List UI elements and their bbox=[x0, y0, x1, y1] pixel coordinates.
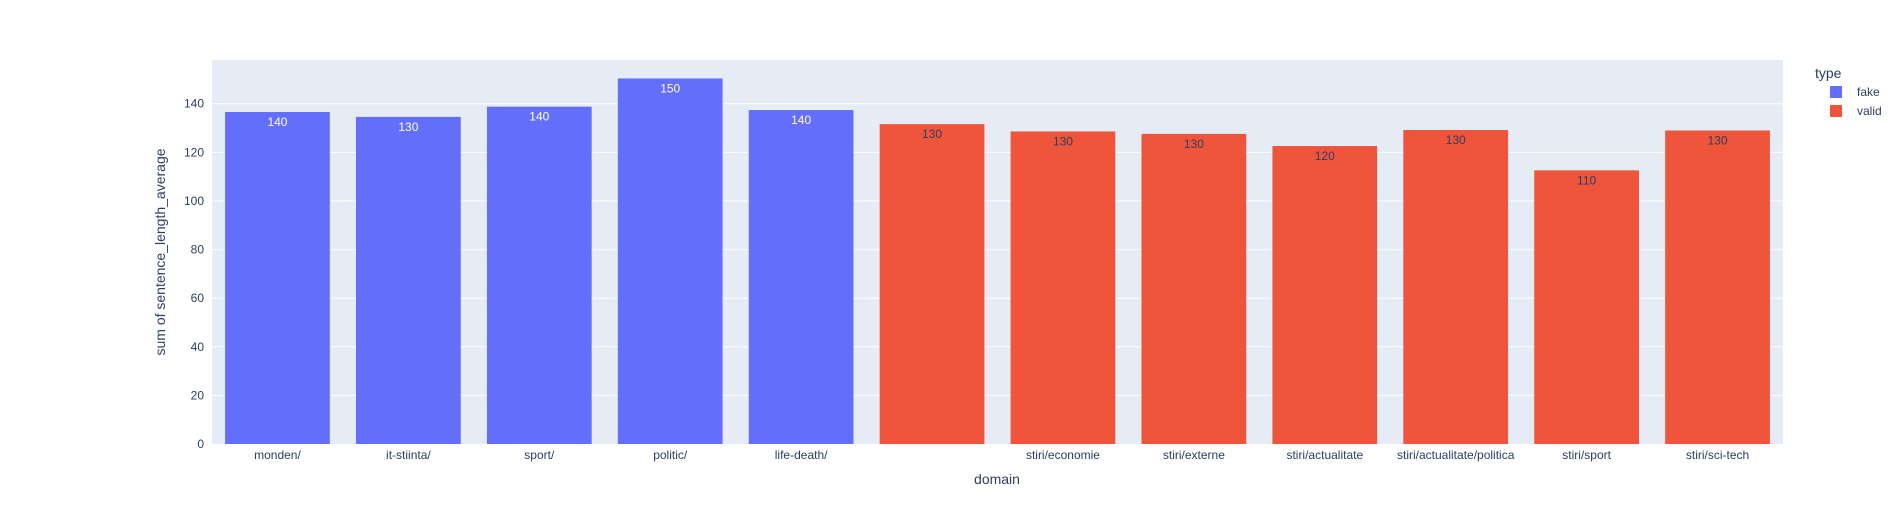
bar-valid[interactable] bbox=[1141, 133, 1247, 444]
bar-valid[interactable] bbox=[1403, 129, 1509, 444]
legend: type fake valid bbox=[1815, 65, 1882, 118]
x-tick-label: monden/ bbox=[254, 448, 301, 462]
bar-data-label: 130 bbox=[1446, 133, 1466, 147]
bar-data-label: 110 bbox=[1577, 173, 1596, 187]
legend-label-valid[interactable]: valid bbox=[1857, 104, 1882, 118]
x-tick-label: life-death/ bbox=[775, 448, 828, 462]
plot-area bbox=[212, 60, 1783, 444]
bars: 140 130 140 150 140 130 130 130 120 130 110 130 bbox=[225, 78, 1770, 445]
bar-data-label: 130 bbox=[1184, 137, 1204, 151]
y-tick-label: 140 bbox=[184, 97, 204, 111]
y-tick-label: 0 bbox=[197, 437, 204, 451]
bar-fake[interactable] bbox=[225, 112, 330, 444]
bar-fake[interactable] bbox=[748, 110, 854, 444]
y-axis-ticks: 0 20 40 60 80 100 120 140 bbox=[184, 97, 204, 451]
bar-data-label: 140 bbox=[791, 113, 811, 127]
x-tick-label: stiri/sport bbox=[1562, 448, 1611, 462]
x-tick-label: stiri/actualitate bbox=[1286, 448, 1363, 462]
bar-fake[interactable] bbox=[486, 106, 592, 444]
bar-fake[interactable] bbox=[617, 78, 723, 444]
y-tick-label: 20 bbox=[191, 388, 205, 402]
y-tick-label: 100 bbox=[184, 194, 204, 208]
x-axis-ticks: monden/it-stiinta/sport/politic/life-dea… bbox=[254, 448, 1749, 462]
bar-data-label: 120 bbox=[1315, 149, 1335, 163]
y-tick-label: 120 bbox=[184, 145, 204, 159]
bar-valid[interactable] bbox=[1010, 131, 1116, 444]
bar-data-label: 130 bbox=[922, 127, 942, 141]
x-tick-label: stiri/economie bbox=[1026, 448, 1100, 462]
legend-title: type bbox=[1815, 65, 1842, 81]
y-tick-label: 40 bbox=[191, 340, 205, 354]
x-tick-label: it-stiinta/ bbox=[386, 448, 431, 462]
x-axis-title: domain bbox=[974, 471, 1020, 487]
bar-data-label: 140 bbox=[267, 115, 287, 129]
legend-swatch-valid bbox=[1830, 105, 1842, 117]
y-axis-title: sum of sentence_length_average bbox=[152, 148, 168, 355]
x-tick-label: stiri/externe bbox=[1163, 448, 1225, 462]
x-tick-label: sport/ bbox=[524, 448, 555, 462]
y-tick-label: 60 bbox=[191, 291, 205, 305]
legend-swatch-fake bbox=[1830, 86, 1842, 98]
bar-data-label: 130 bbox=[398, 120, 418, 134]
bar-data-label: 130 bbox=[1053, 134, 1073, 148]
y-tick-label: 80 bbox=[191, 243, 205, 257]
bar-valid[interactable] bbox=[1272, 146, 1378, 444]
gridlines bbox=[212, 103, 1783, 396]
bar-valid[interactable] bbox=[879, 124, 985, 445]
x-tick-label: stiri/actualitate/politica bbox=[1397, 448, 1515, 462]
x-tick-label: stiri/sci-tech bbox=[1686, 448, 1749, 462]
bar-data-label: 130 bbox=[1708, 133, 1728, 147]
bar-valid[interactable] bbox=[1534, 170, 1639, 444]
bar-data-label: 150 bbox=[660, 81, 680, 95]
bar-data-label: 140 bbox=[529, 110, 549, 124]
bar-valid[interactable] bbox=[1665, 130, 1770, 444]
x-tick-label: politic/ bbox=[653, 448, 688, 462]
bar-fake[interactable] bbox=[356, 116, 461, 445]
legend-label-fake[interactable]: fake bbox=[1857, 85, 1880, 99]
